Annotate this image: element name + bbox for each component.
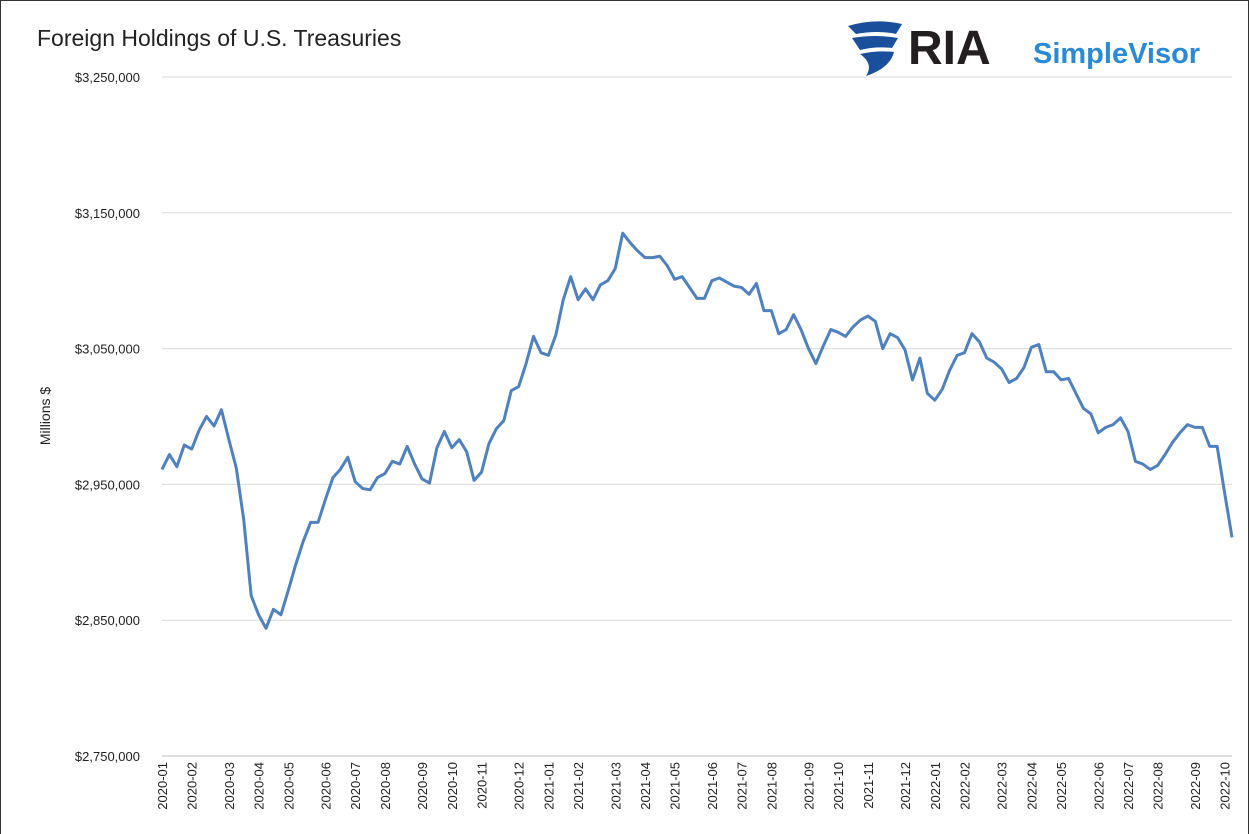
x-tick-label: 2022-01	[928, 762, 943, 810]
x-tick-label: 2022-07	[1121, 762, 1136, 810]
y-axis-label: Millions $	[37, 387, 53, 446]
x-tick-label: 2021-02	[571, 762, 586, 810]
x-tick-label: 2022-08	[1151, 762, 1166, 810]
logo-icon	[848, 21, 902, 76]
logo-product: SimpleVisor	[1033, 38, 1200, 70]
x-tick-label: 2020-07	[348, 762, 363, 810]
chart-title: Foreign Holdings of U.S. Treasuries	[37, 25, 401, 51]
x-tick-label: 2020-06	[318, 762, 333, 810]
x-tick-label: 2021-04	[638, 762, 653, 810]
y-tick-label: $3,150,000	[75, 206, 140, 221]
x-tick-label: 2021-01	[541, 762, 556, 810]
y-tick-label: $3,250,000	[75, 70, 140, 85]
y-tick-label: $2,750,000	[75, 749, 140, 764]
x-tick-label: 2021-06	[705, 762, 720, 810]
logo-brand: RIA	[908, 22, 991, 75]
x-tick-label: 2022-06	[1091, 762, 1106, 810]
y-tick-label: $3,050,000	[75, 342, 140, 357]
x-tick-label: 2021-12	[898, 762, 913, 810]
x-tick-label: 2021-07	[735, 762, 750, 810]
x-tick-label: 2021-09	[801, 762, 816, 810]
x-tick-label: 2022-05	[1054, 762, 1069, 810]
x-tick-label: 2020-01	[155, 762, 170, 810]
x-tick-label: 2020-10	[445, 762, 460, 810]
x-tick-label: 2021-08	[764, 762, 779, 810]
x-tick-label: 2022-09	[1188, 762, 1203, 810]
x-tick-label: 2020-11	[475, 762, 490, 809]
x-tick-label: 2020-05	[281, 762, 296, 810]
x-tick-label: 2022-03	[995, 762, 1010, 810]
x-tick-label: 2021-10	[831, 762, 846, 810]
x-tick-label: 2020-08	[378, 762, 393, 810]
x-tick-label: 2020-04	[252, 762, 267, 810]
x-tick-label: 2021-03	[608, 762, 623, 810]
x-tick-label: 2021-11	[861, 762, 876, 809]
x-tick-label: 2022-10	[1218, 762, 1233, 810]
x-tick-label: 2020-03	[222, 762, 237, 810]
logo: RIA SimpleVisor	[848, 21, 1200, 76]
series-line	[160, 231, 1234, 630]
y-tick-label: $2,950,000	[75, 477, 140, 492]
x-tick-label: 2020-09	[415, 762, 430, 810]
x-tick-label: 2022-02	[958, 762, 973, 810]
x-tick-label: 2020-02	[185, 762, 200, 810]
x-tick-label: 2021-05	[668, 762, 683, 810]
x-tick-label: 2020-12	[512, 762, 527, 810]
y-tick-label: $2,850,000	[75, 613, 140, 628]
x-tick-label: 2022-04	[1024, 762, 1039, 810]
